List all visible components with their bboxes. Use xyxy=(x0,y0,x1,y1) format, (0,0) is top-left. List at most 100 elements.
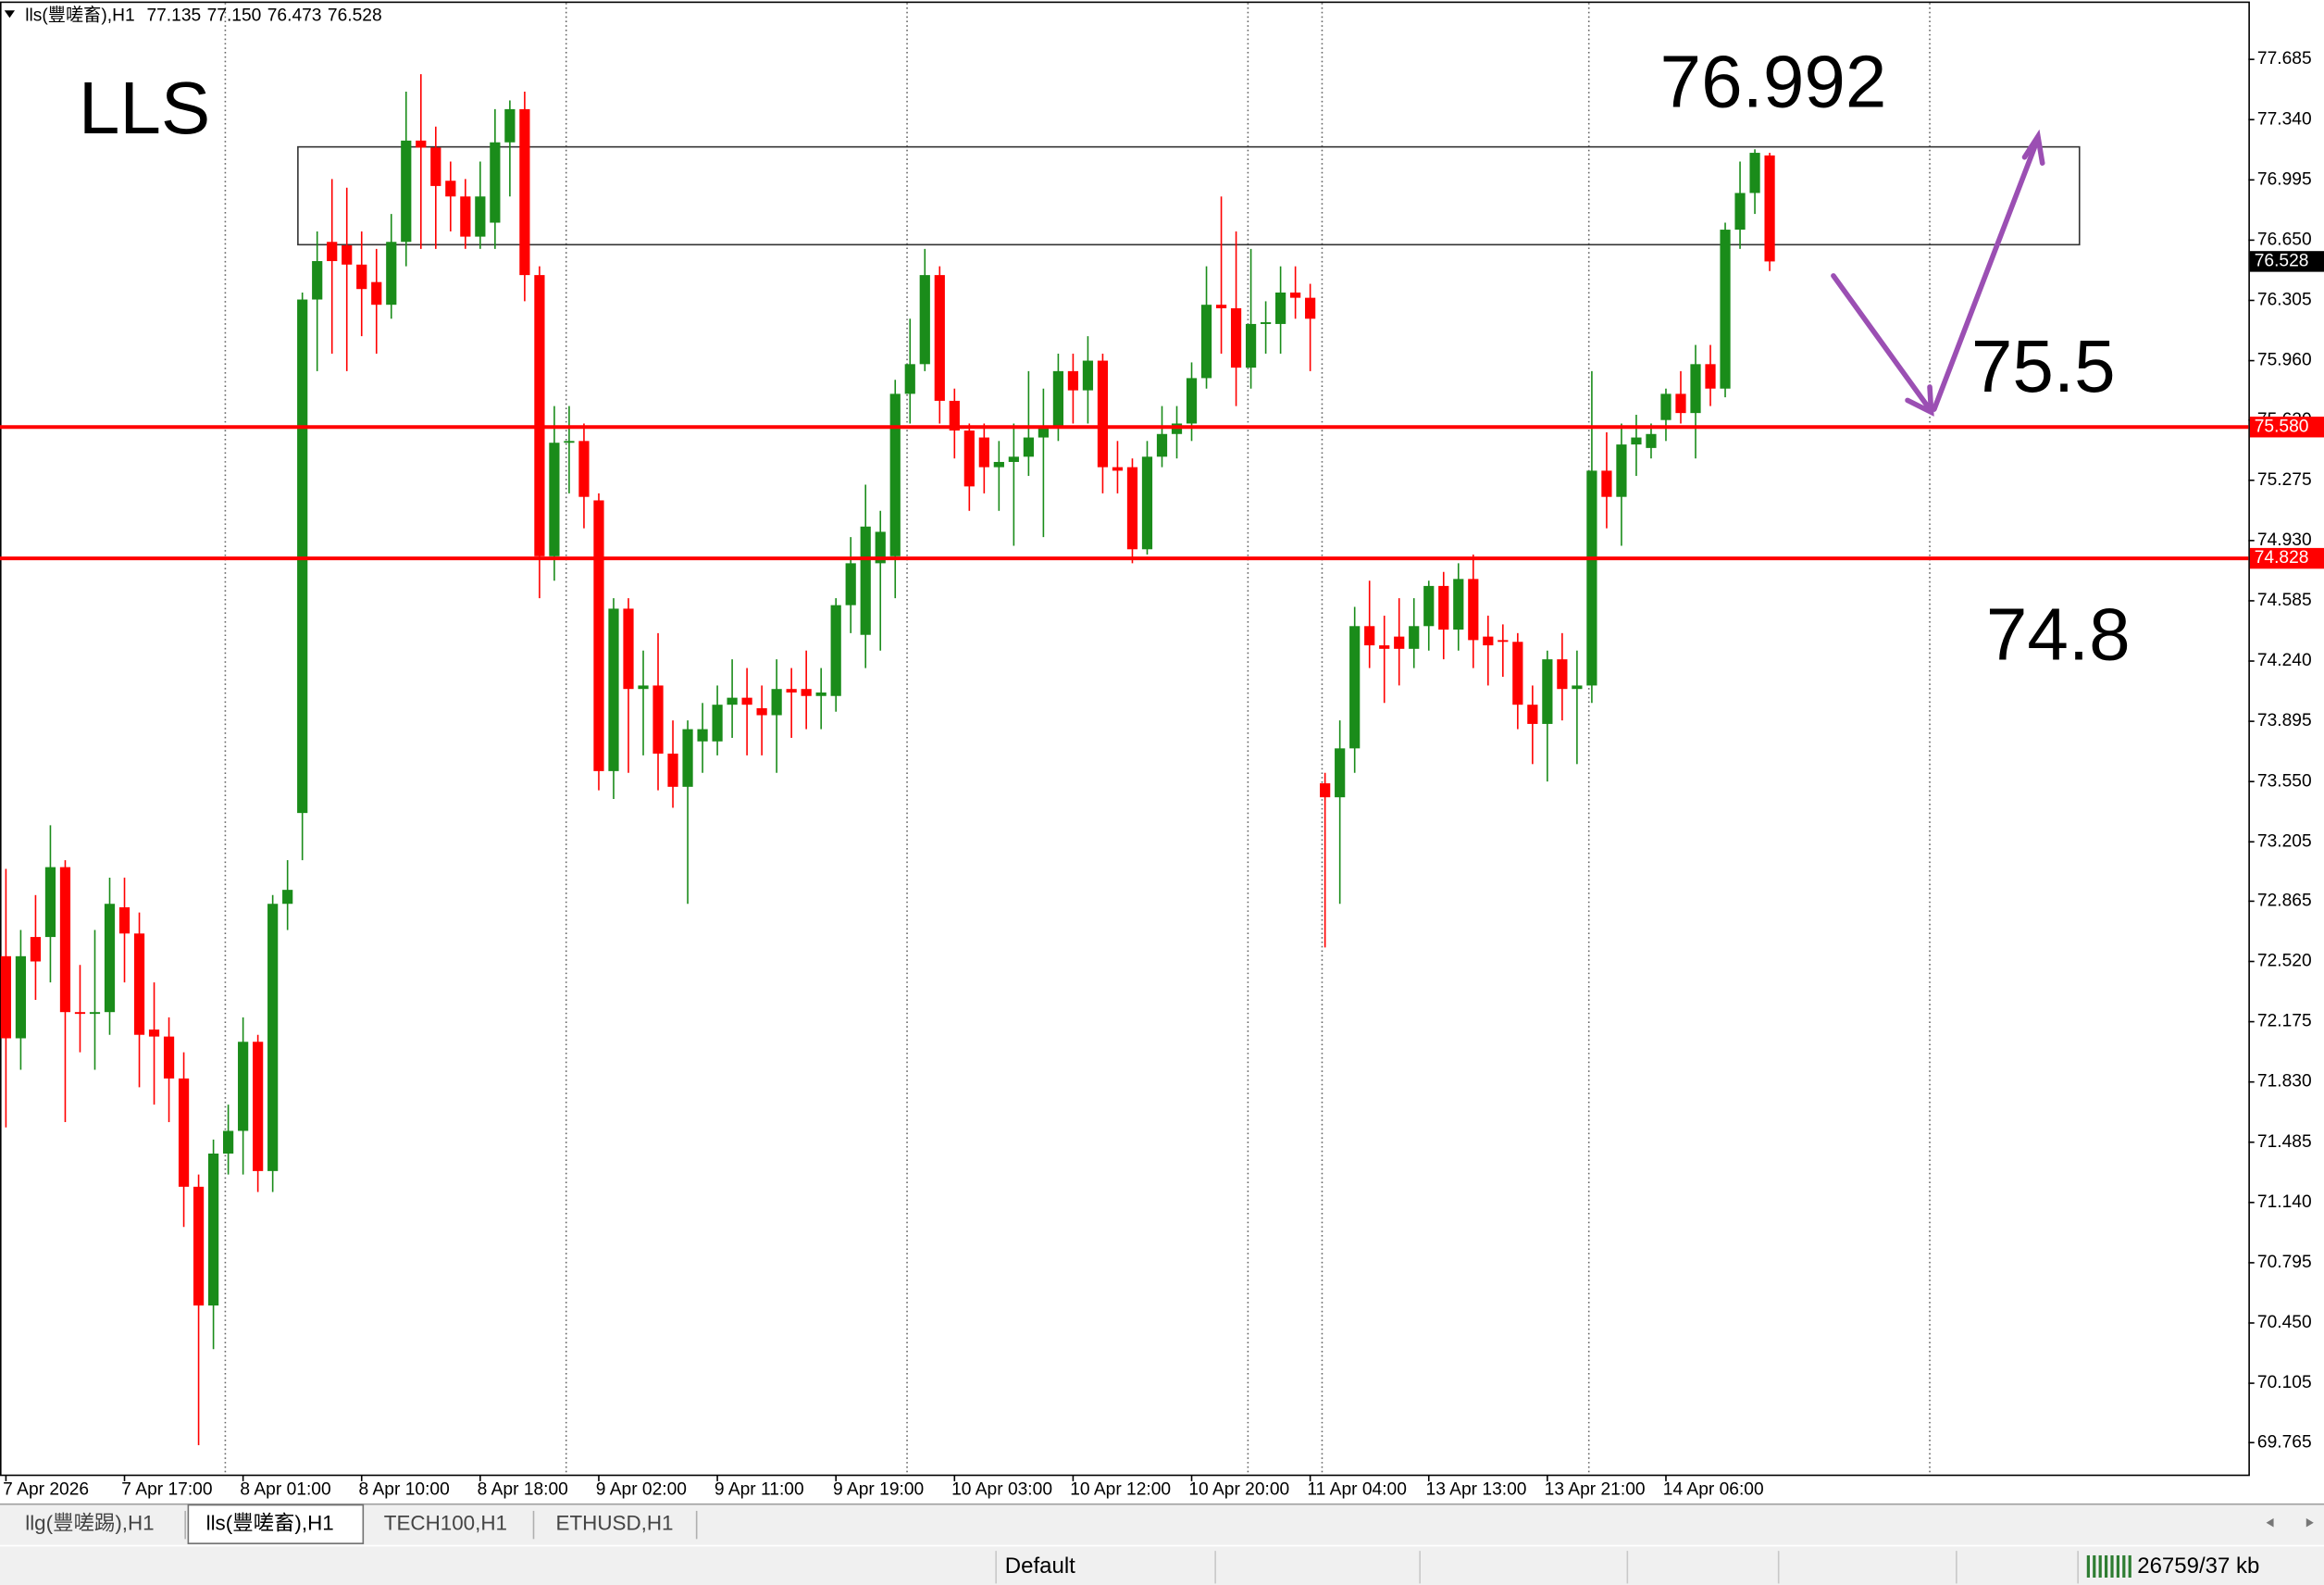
x-tick-label: 11 Apr 04:00 xyxy=(1307,1480,1406,1500)
candle-body xyxy=(1245,323,1257,368)
icon-bar xyxy=(2110,1554,2114,1578)
candle-body xyxy=(1646,433,1657,448)
candle-body xyxy=(815,692,826,696)
header-open: 77.135 xyxy=(146,6,201,26)
candle-body xyxy=(1364,626,1375,646)
y-tick-label: 76.305 xyxy=(2257,291,2312,310)
candle-body xyxy=(460,196,471,237)
arrow-head xyxy=(2021,129,2045,166)
header-high: 77.150 xyxy=(207,6,262,26)
arrow-up xyxy=(1932,139,2040,412)
y-tick-label: 70.450 xyxy=(2257,1313,2312,1332)
candle-body xyxy=(0,955,12,1039)
y-tick-label: 72.175 xyxy=(2257,1012,2312,1031)
x-tick-label: 10 Apr 20:00 xyxy=(1188,1480,1289,1500)
profile: Default xyxy=(1005,1554,1075,1579)
candle-body xyxy=(1498,640,1509,643)
icon-bar xyxy=(2128,1554,2131,1578)
x-tick-label: 10 Apr 03:00 xyxy=(951,1480,1052,1500)
candle-body xyxy=(1305,297,1316,319)
candle-body xyxy=(504,108,516,143)
candle-body xyxy=(1038,427,1049,438)
tab-active[interactable] xyxy=(187,1504,365,1544)
candle-body xyxy=(845,563,856,605)
chart-header: lls(豐嗟畜),H1 77.135 77.150 76.473 76.528 xyxy=(25,6,381,26)
candle-body xyxy=(1186,378,1198,424)
icon-bar xyxy=(2093,1554,2096,1578)
scroll-right[interactable] xyxy=(2305,1517,2314,1528)
traffic-icon xyxy=(2086,1554,2131,1578)
candle-body xyxy=(1349,626,1361,749)
candle-body xyxy=(1557,659,1568,690)
candle-body xyxy=(519,108,530,276)
candle-body xyxy=(1335,748,1346,798)
candle-body xyxy=(1052,370,1064,428)
icon-bar xyxy=(2104,1554,2108,1578)
candle-body xyxy=(786,689,797,693)
y-tick-label: 74.930 xyxy=(2257,530,2312,550)
annotation: 74.8 xyxy=(1986,593,2131,676)
candle-body xyxy=(1749,153,1760,193)
candle-body xyxy=(756,707,767,716)
level-label-bg xyxy=(2249,547,2324,569)
candle-body xyxy=(148,1030,160,1037)
candle-body xyxy=(475,196,486,237)
candle-body xyxy=(741,697,752,705)
candle-body xyxy=(697,729,708,742)
candle-body xyxy=(1215,305,1227,308)
y-tick-label: 73.205 xyxy=(2257,831,2312,851)
candle-body xyxy=(1008,456,1019,462)
x-tick-label: 7 Apr 17:00 xyxy=(121,1480,212,1500)
candle-body xyxy=(59,867,71,1013)
annotation: 75.5 xyxy=(1971,325,2116,407)
candle-body xyxy=(978,437,989,468)
candle-body xyxy=(253,1042,264,1171)
y-tick-label: 76.995 xyxy=(2257,169,2312,189)
candle-body xyxy=(1542,659,1553,724)
status-bar xyxy=(0,1546,2324,1585)
icon-bar xyxy=(2122,1554,2126,1578)
candle-body xyxy=(1156,433,1168,457)
y-tick-label: 75.275 xyxy=(2257,470,2312,490)
candle-body xyxy=(1082,360,1094,391)
candle-body xyxy=(223,1130,234,1154)
candle-body xyxy=(178,1078,190,1187)
price-label-bg xyxy=(2249,251,2324,272)
x-tick-label: 8 Apr 18:00 xyxy=(478,1480,568,1500)
arrow-head xyxy=(1905,384,1934,417)
menu-triangle[interactable] xyxy=(4,10,16,19)
candle-body xyxy=(963,431,975,487)
chart-frame xyxy=(0,1,2250,1477)
price-label: 76.528 xyxy=(2255,251,2309,270)
x-tick-label: 8 Apr 01:00 xyxy=(240,1480,330,1500)
y-tick-label: 71.830 xyxy=(2257,1072,2312,1092)
candle-body xyxy=(1260,322,1272,324)
x-tick-label: 9 Apr 11:00 xyxy=(715,1480,804,1500)
candle-body xyxy=(386,242,397,306)
candle-body xyxy=(445,181,456,197)
candle-body xyxy=(118,907,130,934)
candle-body xyxy=(934,275,945,401)
level-label: 74.828 xyxy=(2255,548,2309,568)
candle-body xyxy=(401,140,412,243)
candle-body xyxy=(163,1036,175,1079)
candle-body xyxy=(89,1012,101,1015)
scroll-left[interactable] xyxy=(2266,1517,2274,1528)
candle-body xyxy=(830,605,841,696)
icon-bar xyxy=(2086,1554,2090,1578)
candle-body xyxy=(238,1042,249,1131)
candle-body xyxy=(1720,230,1731,389)
header-low: 76.473 xyxy=(267,6,322,26)
tab[interactable]: llg(豐嗟踢),H1 xyxy=(25,1511,154,1534)
x-tick-label: 7 Apr 2026 xyxy=(3,1480,89,1500)
candle-body xyxy=(623,608,634,690)
candle-body xyxy=(1023,437,1034,457)
candle-body xyxy=(74,1012,86,1015)
tab[interactable]: ETHUSD,H1 xyxy=(556,1511,674,1534)
x-tick-label: 13 Apr 13:00 xyxy=(1426,1480,1527,1500)
y-tick-label: 73.550 xyxy=(2257,771,2312,791)
tab[interactable]: lls(豐嗟畜),H1 xyxy=(206,1511,334,1534)
tab[interactable]: TECH100,H1 xyxy=(384,1511,507,1534)
candle-body xyxy=(1290,292,1301,298)
